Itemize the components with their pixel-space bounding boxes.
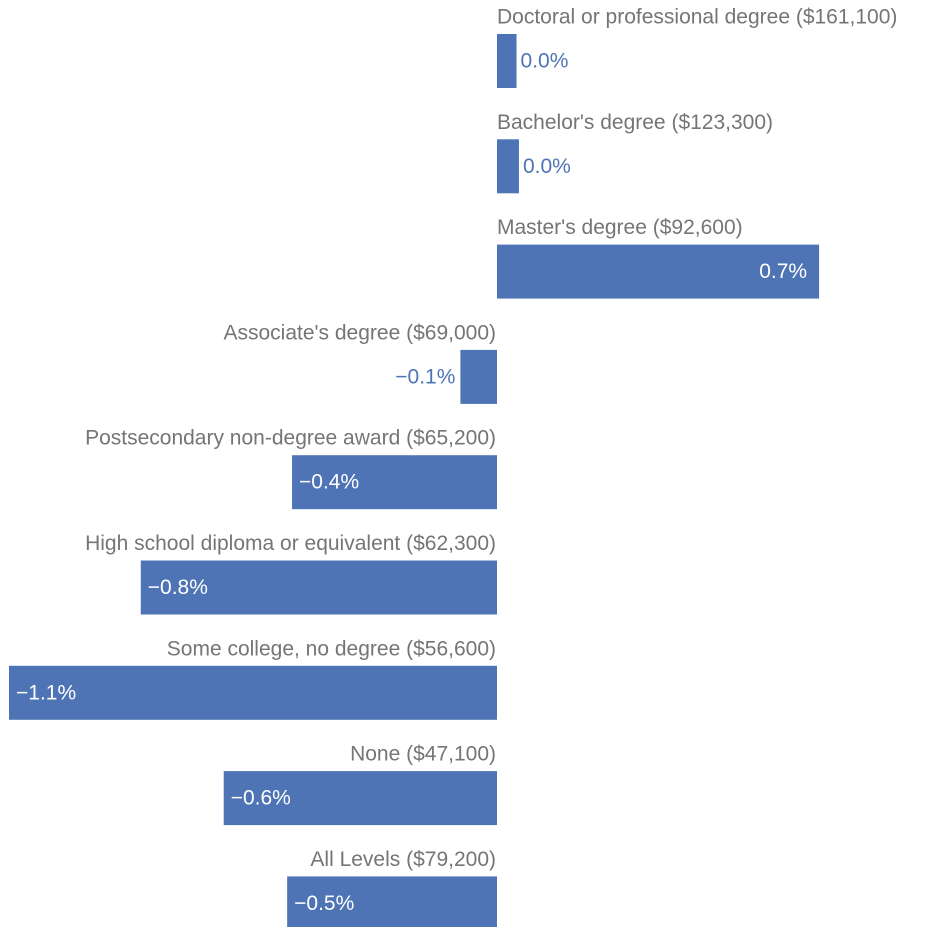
category-label: Some college, no degree ($56,600): [167, 637, 496, 660]
bar: [140, 560, 497, 615]
value-label: −0.4%: [299, 471, 359, 494]
value-label: −0.6%: [231, 787, 291, 810]
value-label: 0.0%: [521, 50, 569, 73]
value-label: −0.5%: [294, 892, 354, 915]
category-label: Master's degree ($92,600): [497, 216, 743, 239]
category-label: Associate's degree ($69,000): [223, 321, 496, 344]
bar: [497, 139, 519, 194]
value-label: −0.8%: [148, 576, 208, 599]
bar: [460, 349, 497, 404]
value-label: 0.7%: [759, 260, 807, 283]
bar: [497, 34, 517, 88]
value-label: −0.1%: [395, 365, 455, 388]
value-label: 0.0%: [523, 155, 571, 178]
bar: [287, 876, 497, 931]
category-label: Doctoral or professional degree ($161,10…: [497, 6, 897, 29]
category-label: All Levels ($79,200): [310, 848, 496, 871]
category-label: Bachelor's degree ($123,300): [497, 111, 773, 134]
category-label: High school diploma or equivalent ($62,3…: [85, 532, 496, 555]
value-label: −1.1%: [16, 681, 76, 704]
bar: [223, 771, 497, 826]
bar: [497, 244, 820, 299]
category-label: None ($47,100): [350, 743, 496, 766]
category-label: Postsecondary non-degree award ($65,200): [85, 427, 496, 450]
bar: [9, 665, 497, 720]
bar: [292, 455, 497, 510]
